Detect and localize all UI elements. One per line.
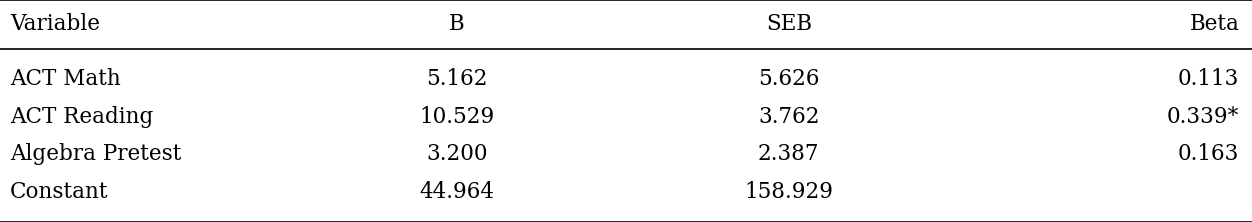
Text: Constant: Constant — [10, 181, 109, 203]
Text: 158.929: 158.929 — [744, 181, 834, 203]
Text: 2.387: 2.387 — [757, 143, 820, 165]
Text: 0.163: 0.163 — [1178, 143, 1239, 165]
Text: 5.626: 5.626 — [757, 68, 820, 90]
Text: Variable: Variable — [10, 13, 100, 36]
Text: ACT Reading: ACT Reading — [10, 105, 154, 128]
Text: 5.162: 5.162 — [426, 68, 488, 90]
Text: Algebra Pretest: Algebra Pretest — [10, 143, 182, 165]
Text: 3.762: 3.762 — [757, 105, 820, 128]
Text: 0.113: 0.113 — [1178, 68, 1239, 90]
Text: 44.964: 44.964 — [419, 181, 495, 203]
Text: Beta: Beta — [1189, 13, 1239, 36]
Text: B: B — [449, 13, 464, 36]
Text: ACT Math: ACT Math — [10, 68, 120, 90]
Text: SEB: SEB — [766, 13, 811, 36]
Text: 0.339*: 0.339* — [1167, 105, 1239, 128]
Text: 10.529: 10.529 — [419, 105, 495, 128]
Text: 3.200: 3.200 — [426, 143, 488, 165]
